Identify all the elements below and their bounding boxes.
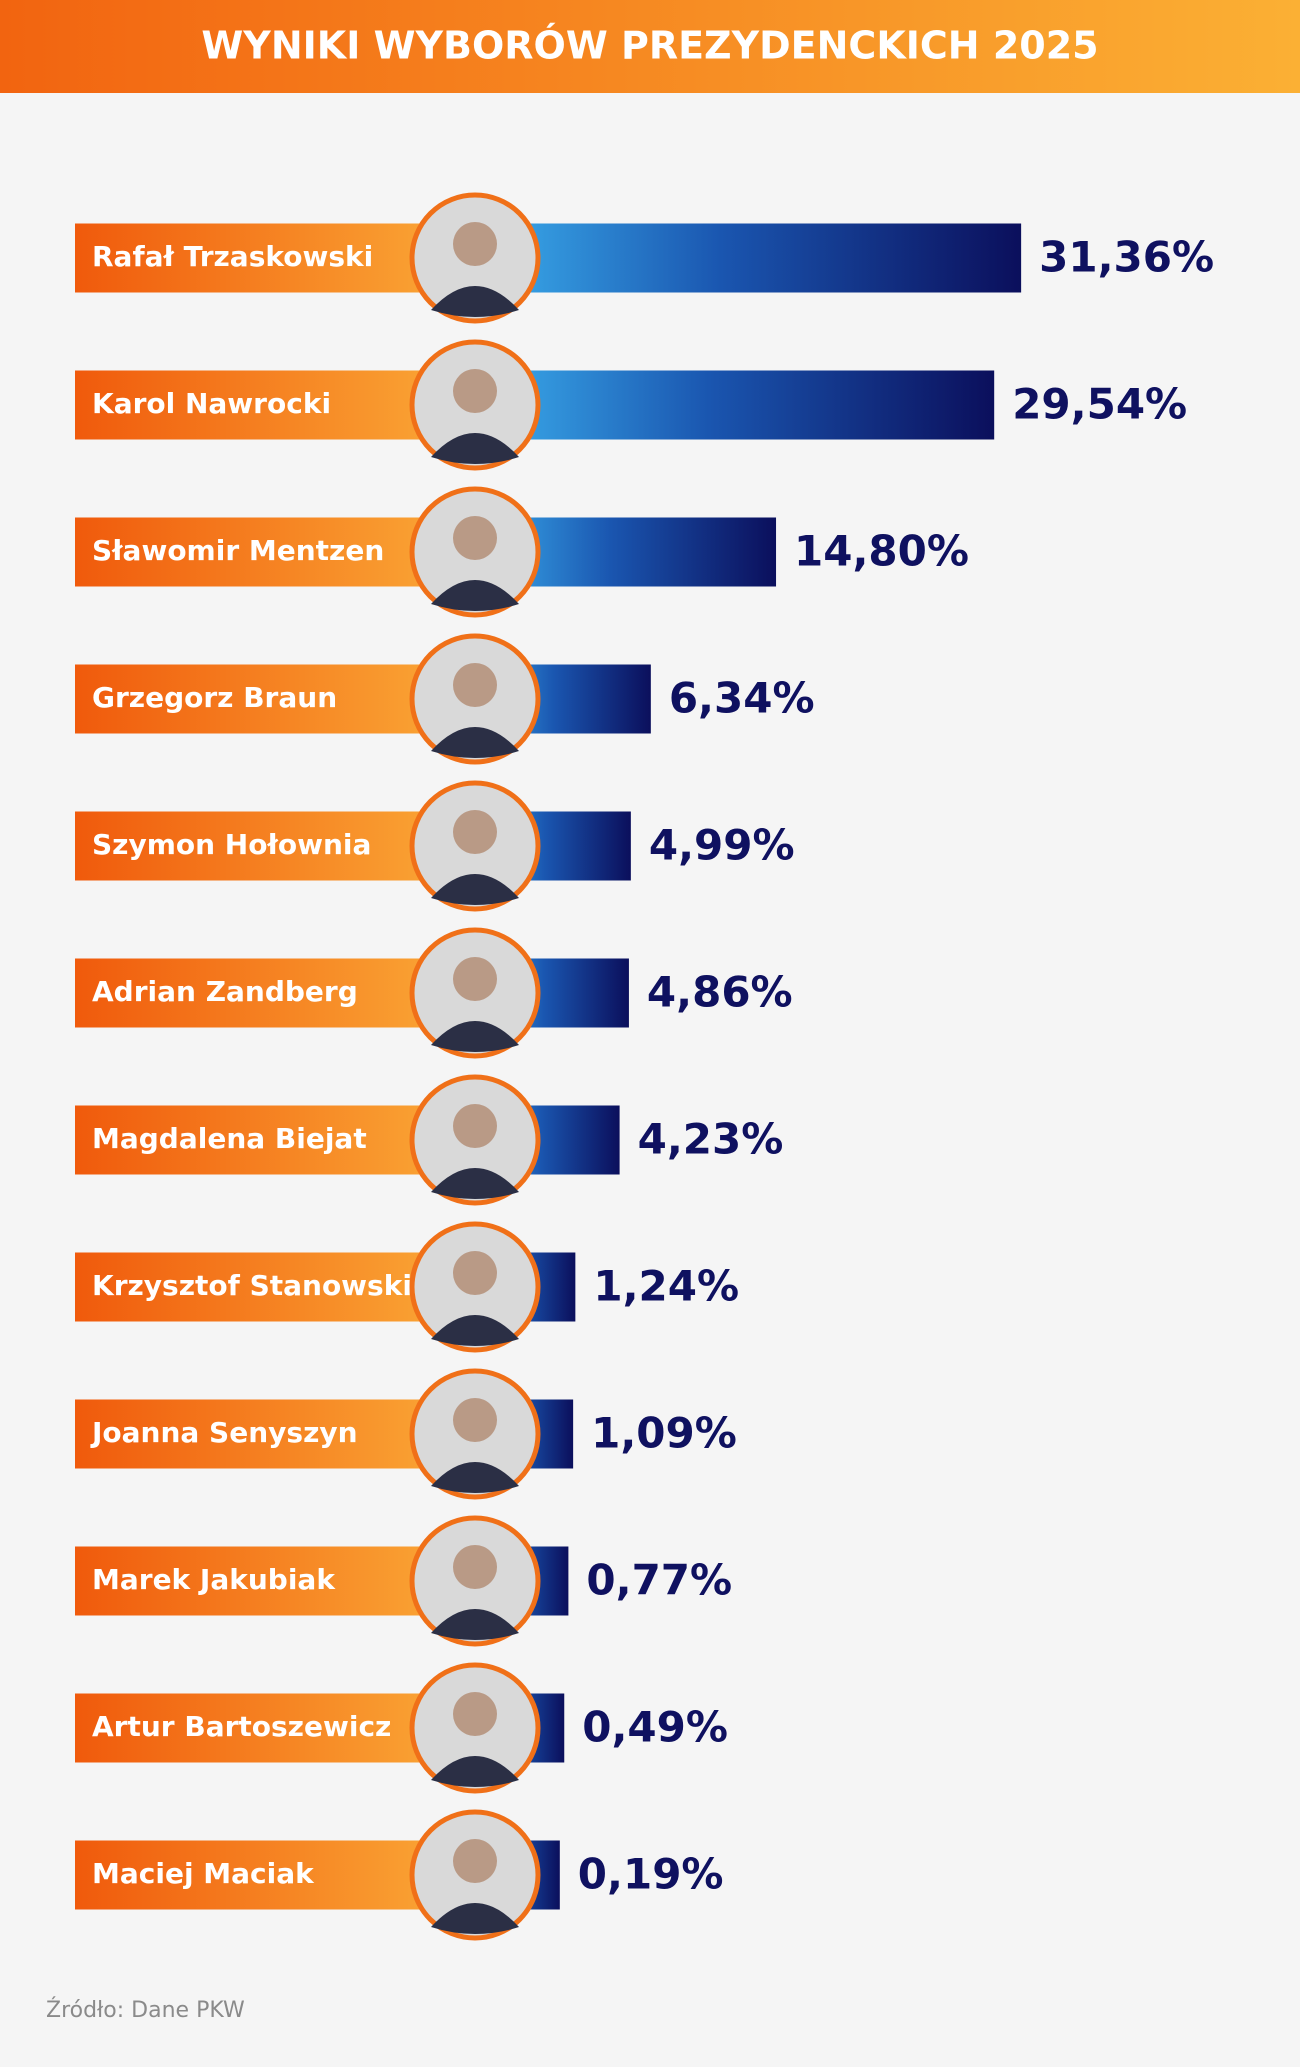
name-box bbox=[75, 370, 475, 440]
name-box bbox=[75, 1546, 475, 1616]
portrait-head bbox=[453, 1104, 497, 1148]
value-label: 14,80% bbox=[794, 527, 969, 576]
value-label: 6,34% bbox=[669, 674, 815, 723]
portrait-body bbox=[431, 286, 519, 317]
name-box bbox=[75, 1840, 475, 1910]
source: Źródło: Dane PKW bbox=[46, 1997, 245, 2023]
bar bbox=[475, 223, 1022, 293]
category-label: Adrian Zandberg bbox=[92, 975, 358, 1008]
name-box bbox=[75, 1693, 475, 1763]
portrait-head bbox=[453, 957, 497, 1001]
category-label: Grzegorz Braun bbox=[92, 681, 337, 714]
value-label: 31,36% bbox=[1039, 233, 1214, 282]
name-box bbox=[75, 1252, 475, 1322]
value-label: 4,99% bbox=[649, 821, 795, 870]
value-label: 0,49% bbox=[582, 1703, 728, 1752]
value-label: 0,77% bbox=[586, 1556, 732, 1605]
category-label: Szymon Hołownia bbox=[92, 828, 371, 861]
portrait-head bbox=[453, 1251, 497, 1295]
portrait-head bbox=[453, 663, 497, 707]
value-label: 1,09% bbox=[591, 1409, 737, 1458]
portrait-body bbox=[431, 1609, 519, 1640]
portrait-head bbox=[453, 1545, 497, 1589]
value-label: 1,24% bbox=[593, 1262, 739, 1311]
name-box bbox=[75, 958, 475, 1028]
name-box bbox=[75, 223, 475, 293]
portrait-body bbox=[431, 1315, 519, 1346]
category-label: Magdalena Biejat bbox=[92, 1122, 367, 1155]
portrait-body bbox=[431, 1903, 519, 1934]
portrait-head bbox=[453, 1839, 497, 1883]
category-label: Joanna Senyszyn bbox=[90, 1416, 358, 1449]
portrait-head bbox=[453, 369, 497, 413]
category-label: Rafał Trzaskowski bbox=[92, 240, 373, 273]
value-label: 0,19% bbox=[578, 1850, 724, 1899]
portrait-body bbox=[431, 1756, 519, 1787]
name-box bbox=[75, 1105, 475, 1175]
portrait-body bbox=[431, 1021, 519, 1052]
category-label: Sławomir Mentzen bbox=[92, 534, 384, 567]
bar bbox=[475, 370, 995, 440]
name-box bbox=[75, 811, 475, 881]
portrait-head bbox=[453, 516, 497, 560]
portrait-body bbox=[431, 1168, 519, 1199]
portrait-body bbox=[431, 727, 519, 758]
portrait-head bbox=[453, 1692, 497, 1736]
category-label: Karol Nawrocki bbox=[92, 387, 331, 420]
portrait-head bbox=[453, 1398, 497, 1442]
category-label: Artur Bartoszewicz bbox=[92, 1710, 391, 1743]
name-box bbox=[75, 517, 475, 587]
category-label: Maciej Maciak bbox=[92, 1857, 315, 1890]
portrait-head bbox=[453, 810, 497, 854]
portrait-body bbox=[431, 433, 519, 464]
name-box bbox=[75, 664, 475, 734]
portrait-body bbox=[431, 874, 519, 905]
portrait-body bbox=[431, 580, 519, 611]
name-box bbox=[75, 1399, 475, 1469]
portrait-body bbox=[431, 1462, 519, 1493]
header bbox=[0, 0, 1300, 93]
value-label: 4,23% bbox=[638, 1115, 784, 1164]
chart-title: WYNIKI WYBORÓW PREZYDENCKICH 2025 bbox=[201, 24, 1098, 68]
value-label: 4,86% bbox=[647, 968, 793, 1017]
value-label: 29,54% bbox=[1012, 380, 1187, 429]
category-label: Krzysztof Stanowski bbox=[92, 1269, 412, 1302]
category-label: Marek Jakubiak bbox=[92, 1563, 336, 1596]
portrait-head bbox=[453, 222, 497, 266]
